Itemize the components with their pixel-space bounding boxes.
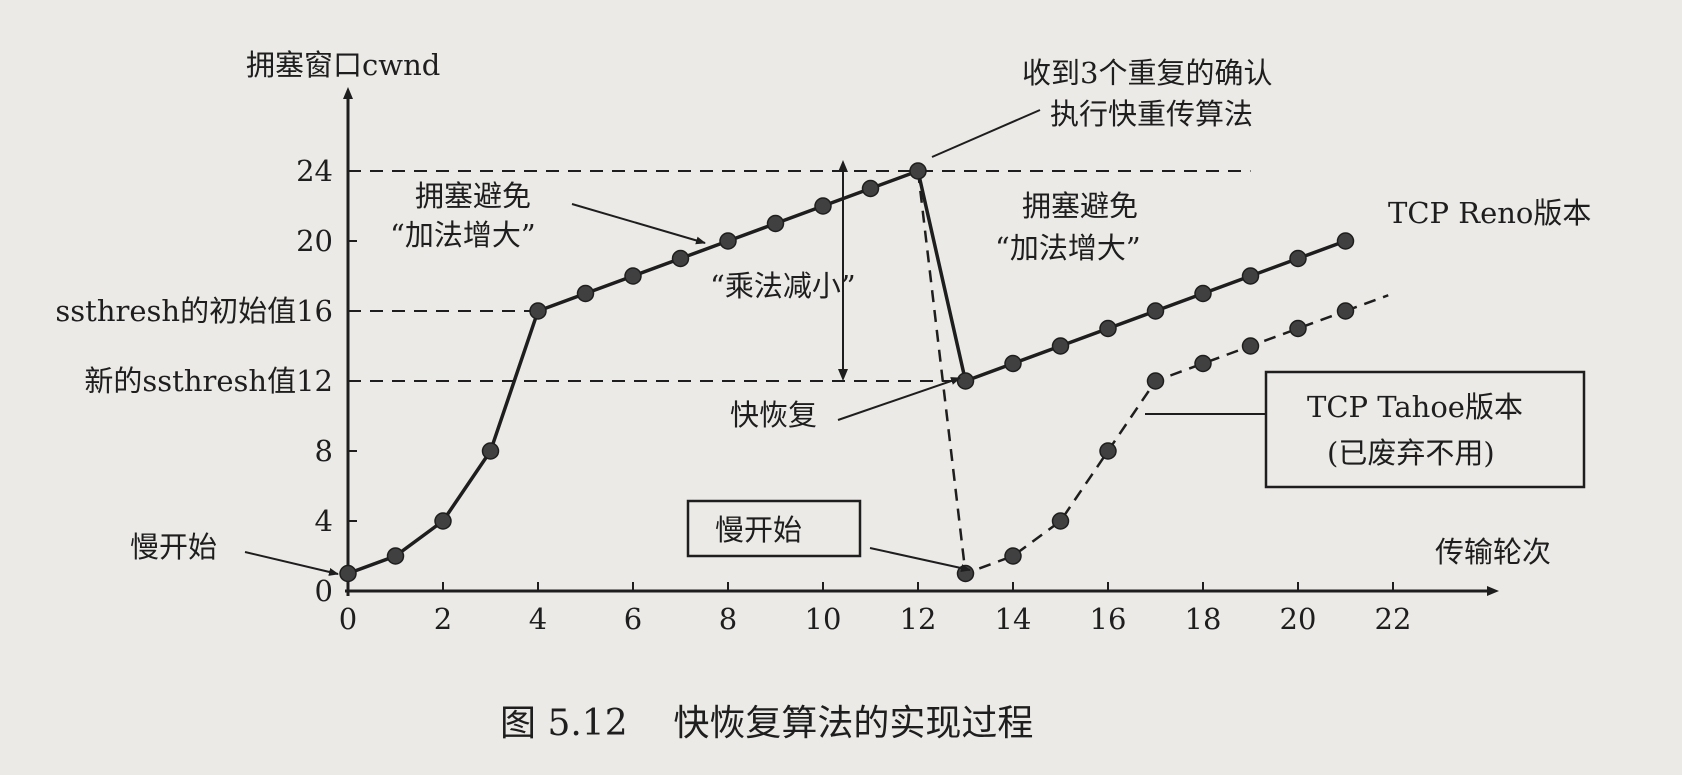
tahoe-point — [1146, 372, 1165, 390]
annotation-slow-start-2: 慢开始 — [715, 513, 802, 547]
reno-point — [1194, 284, 1212, 303]
reno-point — [481, 442, 500, 460]
slow-start-2-box — [686, 499, 862, 558]
y-tick-label: 8 — [315, 434, 333, 468]
tahoe-point — [1099, 442, 1117, 460]
reno-point — [339, 564, 357, 583]
tahoe-point — [1241, 337, 1260, 355]
reno-point — [1289, 249, 1307, 268]
y-tick-label: 24 — [296, 154, 333, 188]
reno-point — [719, 232, 737, 250]
x-tick-label: 14 — [995, 602, 1032, 636]
tahoe-point — [1051, 512, 1070, 530]
y-tick-label: 新的ssthresh值12 — [84, 364, 333, 398]
tahoe-series-line — [916, 170, 1346, 575]
reno-point — [766, 214, 785, 233]
reno-point — [1336, 232, 1355, 250]
annotation-congestion-avoidance-2-line1: 拥塞避免 — [1022, 189, 1138, 223]
tahoe-point — [1336, 302, 1355, 320]
reno-point — [434, 512, 452, 530]
x-tick-label: 12 — [900, 602, 937, 636]
x-tick-label: 4 — [529, 602, 547, 636]
tahoe-point — [1194, 354, 1212, 373]
reno-point — [1004, 354, 1022, 373]
x-tick-label: 6 — [624, 602, 642, 636]
annotation-dup-ack-line2: 执行快重传算法 — [1050, 97, 1253, 131]
tahoe-box — [1264, 370, 1586, 489]
reno-point — [861, 179, 880, 198]
reno-point — [1099, 319, 1117, 338]
annotation-tahoe-line2: (已废弃不用) — [1327, 436, 1495, 470]
annotation-reno-label: TCP Reno版本 — [1388, 196, 1591, 230]
reno-point — [529, 302, 547, 320]
x-tick-label: 18 — [1185, 602, 1222, 636]
reno-point — [1051, 337, 1070, 355]
tahoe-point — [1289, 319, 1307, 338]
x-axis-label: 传输轮次 — [1435, 535, 1551, 569]
y-axis-label: 拥塞窗口cwnd — [246, 48, 440, 82]
reno-point — [1241, 267, 1260, 285]
annotation-slow-start-1: 慢开始 — [130, 530, 217, 564]
x-tick-label: 2 — [434, 602, 452, 636]
figure-caption: 图 5.12 快恢复算法的实现过程 — [500, 703, 1033, 744]
annotation-congestion-avoidance-2-line2: “加法增大” — [995, 231, 1141, 265]
x-tick-label: 16 — [1090, 602, 1127, 636]
tahoe-point — [1004, 547, 1022, 565]
x-tick-label: 10 — [805, 602, 842, 636]
y-tick-label: ssthresh的初始值16 — [55, 294, 333, 328]
reno-point — [814, 197, 832, 215]
x-tick-label: 20 — [1280, 602, 1317, 636]
congestion-avoidance-1-arrow — [571, 203, 706, 245]
dup-ack-arrow — [931, 109, 1041, 158]
x-tick-label: 8 — [719, 602, 737, 636]
reno-point — [671, 249, 690, 268]
reno-point — [909, 162, 927, 180]
annotation-dup-ack-line1: 收到3个重复的确认 — [1022, 56, 1272, 90]
x-tick-label: 0 — [339, 602, 357, 636]
reno-point — [576, 284, 595, 303]
y-tick-label: 4 — [315, 504, 333, 538]
fast-recovery-arrow — [837, 377, 961, 421]
slow-start-2-arrow — [869, 547, 971, 572]
reno-point — [1146, 302, 1165, 320]
y-tick-label: 20 — [296, 224, 333, 258]
y-tick-label: 0 — [315, 574, 333, 608]
annotation-multiplicative-decrease: “乘法减小” — [710, 269, 856, 303]
reno-point — [956, 372, 975, 390]
annotation-congestion-avoidance-1-line1: 拥塞避免 — [415, 179, 531, 213]
reno-point — [624, 267, 642, 285]
x-tick-label: 22 — [1375, 602, 1412, 636]
reno-point — [386, 547, 405, 565]
annotation-congestion-avoidance-1-line2: “加法增大” — [390, 218, 536, 252]
slow-start-1-arrow — [244, 551, 339, 576]
annotation-tahoe-line1: TCP Tahoe版本 — [1307, 390, 1523, 424]
annotation-fast-recovery: 快恢复 — [730, 398, 817, 432]
